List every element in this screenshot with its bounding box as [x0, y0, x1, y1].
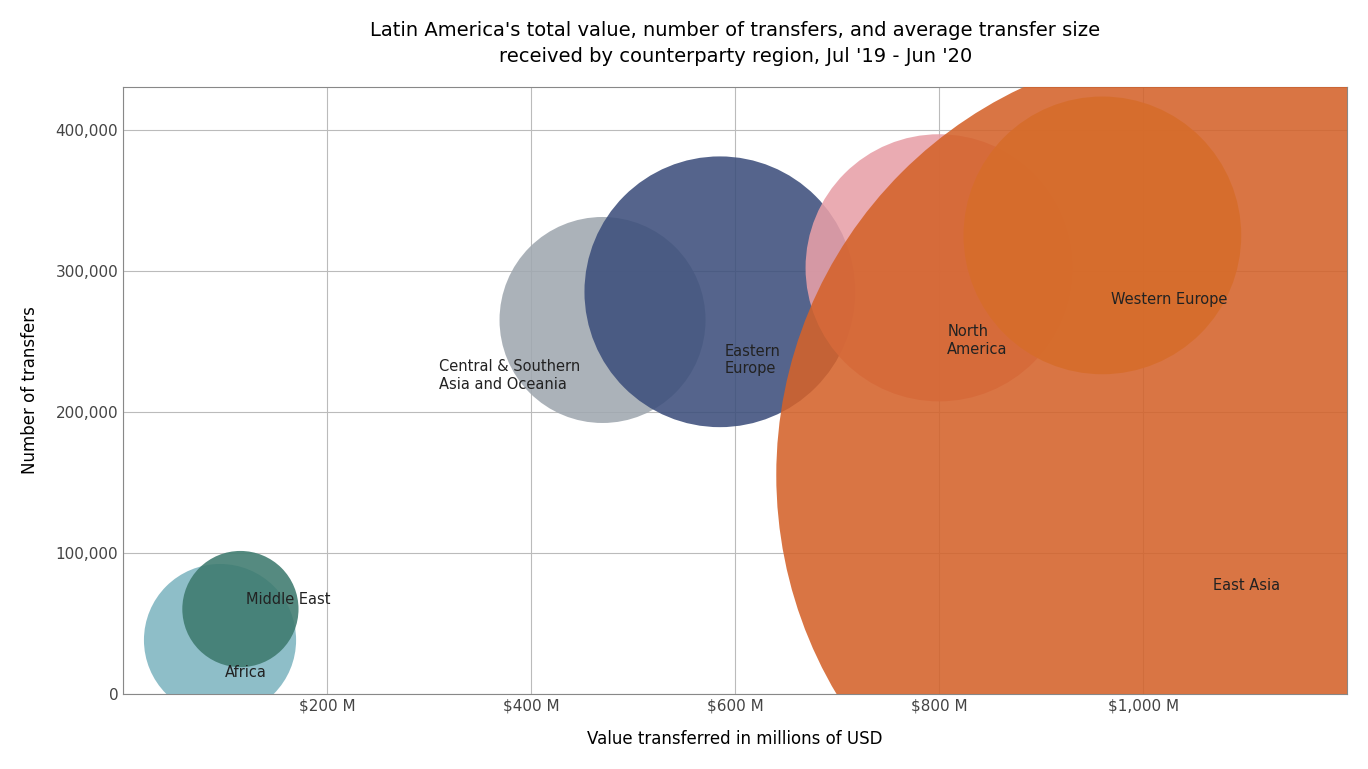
Y-axis label: Number of transfers: Number of transfers	[21, 307, 38, 474]
Text: Middle East: Middle East	[245, 592, 330, 607]
Point	[591, 314, 613, 326]
Title: Latin America's total value, number of transfers, and average transfer size
rece: Latin America's total value, number of t…	[371, 21, 1100, 66]
Point	[1193, 469, 1215, 481]
Text: Africa: Africa	[226, 665, 267, 681]
X-axis label: Value transferred in millions of USD: Value transferred in millions of USD	[587, 731, 882, 748]
Point	[209, 634, 231, 646]
Point	[929, 261, 951, 274]
Point	[230, 603, 252, 615]
Text: Eastern
Europe: Eastern Europe	[725, 344, 781, 376]
Text: North
America: North America	[947, 325, 1008, 357]
Point	[1092, 229, 1114, 241]
Point	[709, 285, 731, 298]
Text: Western Europe: Western Europe	[1111, 291, 1227, 307]
Text: East Asia: East Asia	[1212, 578, 1279, 593]
Text: Central & Southern
Asia and Oceania: Central & Southern Asia and Oceania	[439, 359, 580, 392]
